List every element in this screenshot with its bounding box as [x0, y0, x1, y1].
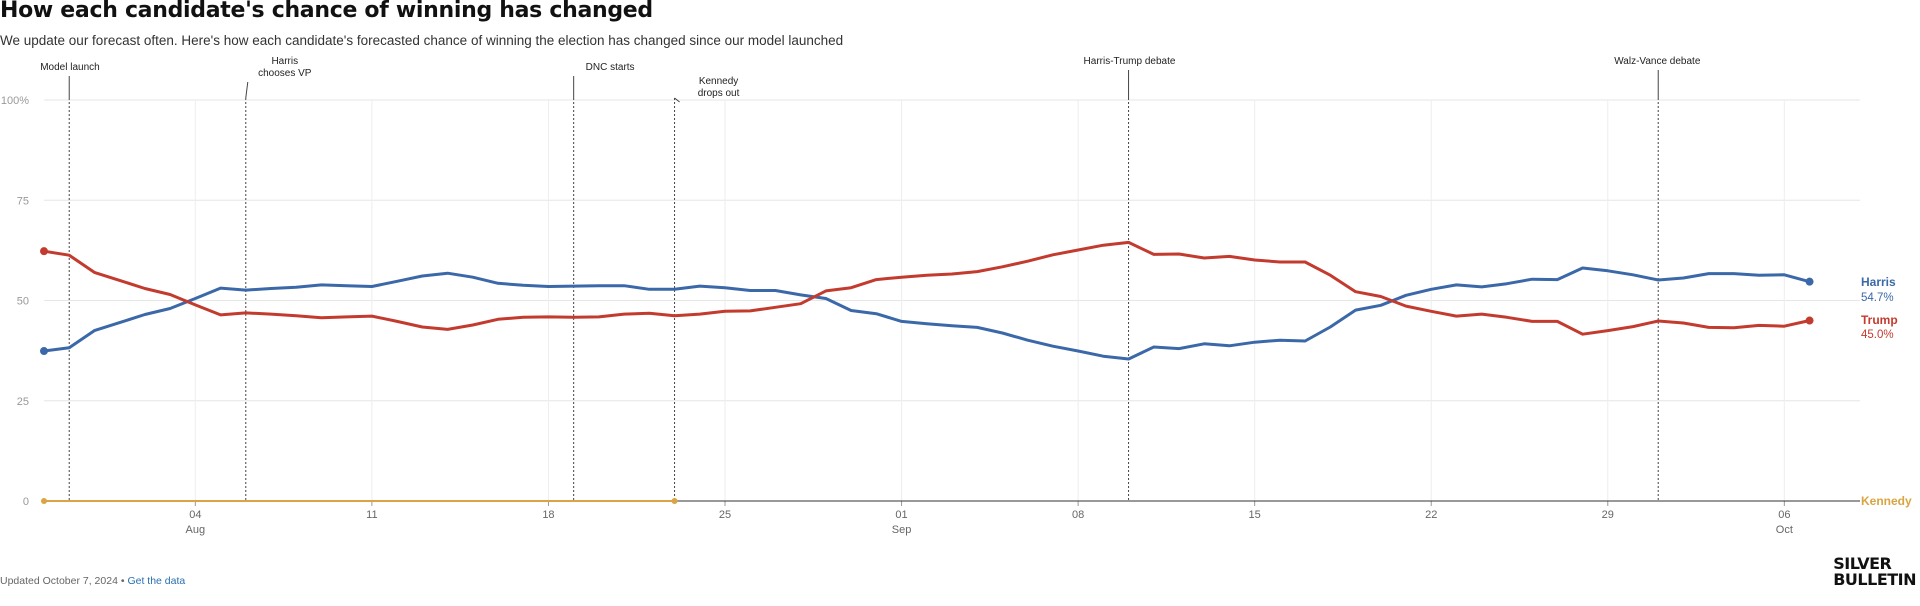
series-start-point-trump	[40, 247, 48, 256]
x-month-label-Oct: Oct	[1776, 524, 1793, 536]
series-name-label-harris: Harris	[1861, 275, 1896, 289]
x-tick-label-18: 18	[542, 509, 554, 521]
series-name-label-trump: Trump	[1861, 313, 1898, 327]
series-start-point-kennedy	[41, 498, 47, 504]
event-label-3-0: Kennedy	[699, 76, 738, 87]
silver-bulletin-logo: SILVER BULLETIN	[1833, 556, 1916, 588]
event-label-2-0: DNC starts	[586, 62, 635, 73]
line-chart: 0 25 50 75 100% 04 Aug 11 18 25 01 Sep 08 15 22 29 06 Oct…	[1, 56, 1912, 536]
updated-text: Updated October 7, 2024	[0, 575, 118, 587]
series-end-point-harris	[1805, 277, 1814, 286]
event-leader-1	[245, 81, 249, 99]
x-tick-label-01: 01	[895, 509, 907, 521]
brand-line-1: SILVER	[1833, 554, 1892, 573]
series-line-harris	[42, 266, 1812, 361]
event-label-3-1: drops out	[698, 88, 740, 99]
x-tick-label-15: 15	[1249, 509, 1261, 521]
footer-separator: •	[120, 575, 125, 587]
series-end-point-trump	[1805, 316, 1814, 325]
chart-subtitle: We update our forecast often. Here's how…	[0, 33, 844, 48]
x-month-label-Aug: Aug	[186, 524, 206, 536]
y-tick-label-100: 100%	[1, 95, 29, 107]
x-tick-label-25: 25	[719, 509, 731, 521]
footer: Updated October 7, 2024 • Get the data	[0, 575, 185, 587]
series-line-trump	[42, 240, 1812, 336]
x-tick-label-22: 22	[1425, 509, 1437, 521]
y-tick-label-0: 0	[23, 496, 29, 508]
x-tick-label-06: 06	[1778, 509, 1790, 521]
x-tick-label-29: 29	[1602, 509, 1614, 521]
brand-line-2: BULLETIN	[1833, 570, 1916, 589]
event-label-5-0: Walz-Vance debate	[1614, 56, 1701, 67]
series-name-label-kennedy: Kennedy	[1861, 494, 1912, 508]
get-the-data-link[interactable]: Get the data	[127, 575, 186, 587]
event-leader-3	[674, 97, 680, 103]
x-tick-label-11: 11	[366, 509, 377, 521]
series-value-label-trump: 45.0%	[1861, 329, 1894, 341]
series-end-point-kennedy	[671, 498, 678, 504]
x-month-label-Sep: Sep	[892, 524, 912, 536]
y-tick-label-75: 75	[17, 195, 29, 207]
y-tick-label-50: 50	[17, 296, 29, 308]
x-tick-label-04: 04	[189, 509, 201, 521]
event-label-1-1: chooses VP	[258, 68, 312, 79]
event-label-1-0: Harris	[271, 56, 298, 67]
x-tick-label-08: 08	[1072, 509, 1084, 521]
y-tick-label-25: 25	[17, 396, 29, 408]
event-label-4-0: Harris-Trump debate	[1084, 56, 1176, 67]
event-label-0-0: Model launch	[40, 62, 99, 73]
chart-title: How each candidate's chance of winning h…	[0, 0, 653, 23]
series-start-point-harris	[40, 347, 48, 356]
series-value-label-harris: 54.7%	[1861, 292, 1894, 304]
